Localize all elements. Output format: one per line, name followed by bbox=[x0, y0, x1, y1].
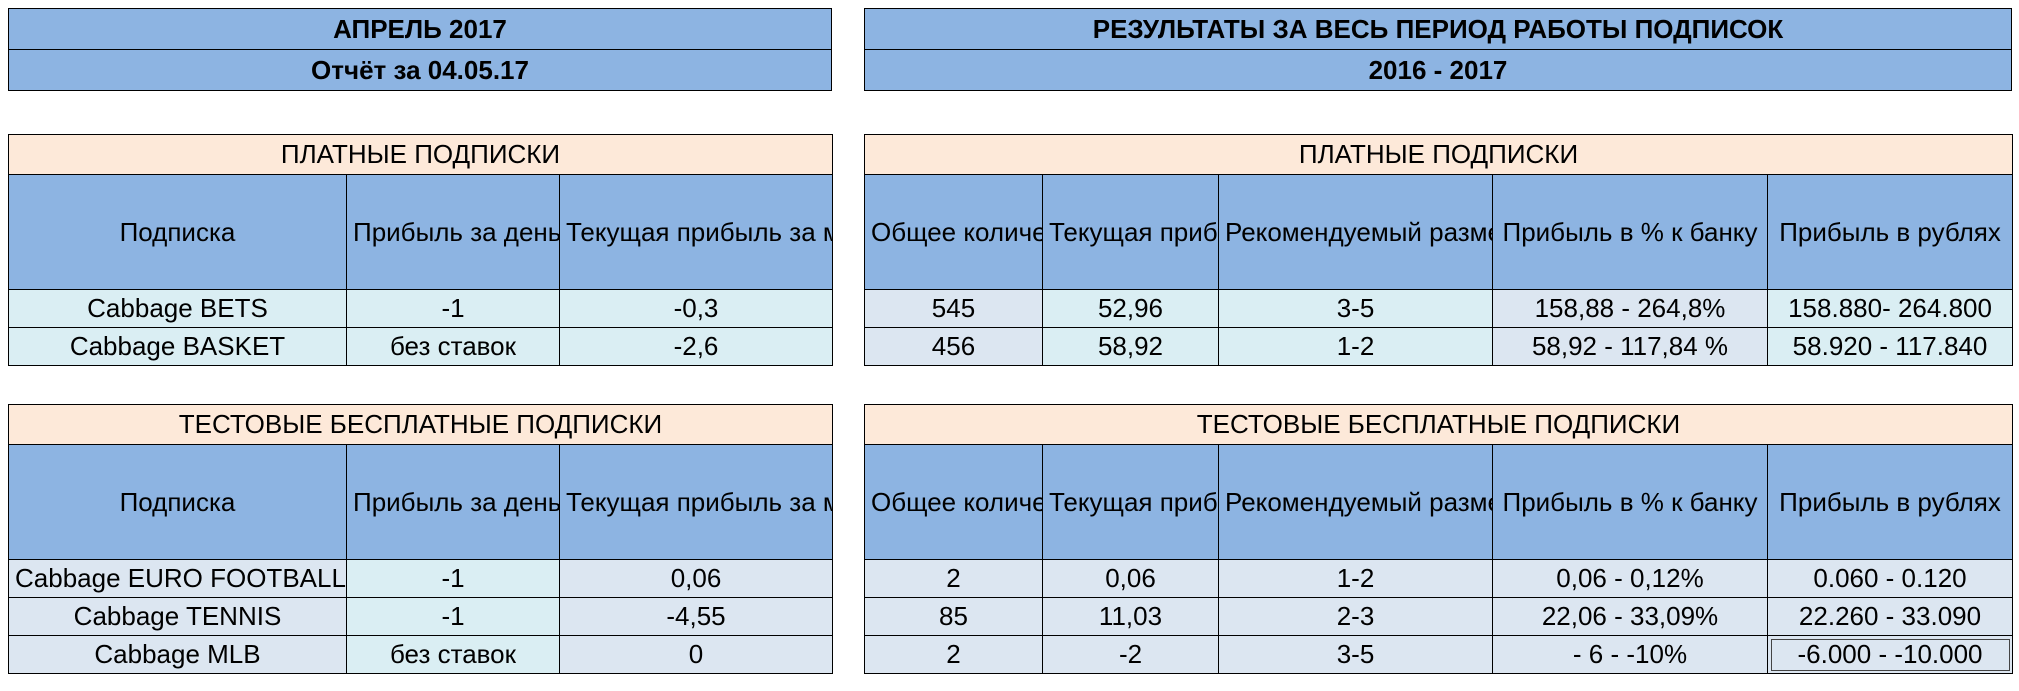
profit-rub: 22.260 - 33.090 bbox=[1766, 597, 2014, 636]
col-current-units: Текущая прибыль в юнитах bbox=[1042, 174, 1219, 290]
col-total-forecasts: Общее количество прогнозов bbox=[864, 444, 1043, 560]
day-profit: -1 bbox=[346, 289, 560, 328]
free-daily-table: ТЕСТОВЫЕ БЕСПЛАТНЫЕ ПОДПИСКИ Подписка Пр… bbox=[7, 404, 834, 674]
current-units: 58,92 bbox=[1042, 327, 1219, 366]
free-period-table: ТЕСТОВЫЕ БЕСПЛАТНЫЕ ПОДПИСКИ Общее колич… bbox=[863, 404, 2014, 674]
paid-daily-table: ПЛАТНЫЕ ПОДПИСКИ Подписка Прибыль за ден… bbox=[7, 134, 834, 366]
col-month-profit: Текущая прибыль за месяц в юнитах (1-4 м… bbox=[558, 444, 834, 560]
table-row: 2 -2 3-5 - 6 - -10% -6.000 - -10.000 bbox=[864, 635, 2014, 674]
total-forecasts: 2 bbox=[864, 559, 1043, 598]
recommended-stake: 1-2 bbox=[1218, 327, 1493, 366]
current-units: 11,03 bbox=[1042, 597, 1219, 636]
recommended-stake: 2-3 bbox=[1218, 597, 1493, 636]
profit-pct: 0,06 - 0,12% bbox=[1492, 559, 1768, 598]
total-forecasts: 545 bbox=[864, 289, 1043, 328]
table-row: 545 52,96 3-5 158,88 - 264,8% 158.880- 2… bbox=[864, 289, 2014, 328]
month-profit: -0,3 bbox=[558, 289, 834, 328]
day-profit: без ставок bbox=[346, 327, 560, 366]
month-profit: -2,6 bbox=[558, 327, 834, 366]
col-subscription: Подписка bbox=[8, 174, 347, 290]
col-profit-pct: Прибыль в % к банку bbox=[1492, 444, 1768, 560]
table-row: Cabbage BETS -1 -0,3 bbox=[8, 289, 834, 328]
col-profit-pct: Прибыль в % к банку bbox=[1492, 174, 1768, 290]
recommended-stake: 1-2 bbox=[1218, 559, 1493, 598]
table-row: Cabbage MLB без ставок 0 bbox=[8, 635, 834, 674]
table-row: Cabbage BASKET без ставок -2,6 bbox=[8, 327, 834, 366]
current-units: 52,96 bbox=[1042, 289, 1219, 328]
profit-pct: - 6 - -10% bbox=[1492, 635, 1768, 674]
col-profit-rub: Прибыль в рублях bbox=[1766, 174, 2014, 290]
paid-period-section-title: ПЛАТНЫЕ ПОДПИСКИ bbox=[863, 134, 2014, 175]
profit-rub: -6.000 - -10.000 bbox=[1766, 635, 2014, 674]
col-subscription: Подписка bbox=[8, 444, 347, 560]
total-forecasts: 85 bbox=[864, 597, 1043, 636]
month-profit: 0 bbox=[558, 635, 834, 674]
col-total-forecasts: Общее количество прогнозов bbox=[864, 174, 1043, 290]
profit-rub: 158.880- 264.800 bbox=[1766, 289, 2014, 328]
month-profit: 0,06 bbox=[558, 559, 834, 598]
day-profit: -1 bbox=[346, 597, 560, 636]
paid-period-table: ПЛАТНЫЕ ПОДПИСКИ Общее количество прогно… bbox=[863, 134, 2014, 366]
table-row: 2 0,06 1-2 0,06 - 0,12% 0.060 - 0.120 bbox=[864, 559, 2014, 598]
recommended-stake: 3-5 bbox=[1218, 635, 1493, 674]
table-row: 456 58,92 1-2 58,92 - 117,84 % 58.920 - … bbox=[864, 327, 2014, 366]
subscription-name: Cabbage MLB bbox=[8, 635, 347, 674]
subscription-name: Cabbage BASKET bbox=[8, 327, 347, 366]
col-recommended-stake: Рекомендуемый размер ставки в % от банка bbox=[1218, 444, 1493, 560]
right-header-table: РЕЗУЛЬТАТЫ ЗА ВЕСЬ ПЕРИОД РАБОТЫ ПОДПИСО… bbox=[864, 8, 2012, 91]
current-units: 0,06 bbox=[1042, 559, 1219, 598]
profit-rub: 58.920 - 117.840 bbox=[1766, 327, 2014, 366]
profit-pct: 158,88 - 264,8% bbox=[1492, 289, 1768, 328]
subscription-name: Cabbage EURO FOOTBALL bbox=[8, 559, 347, 598]
profit-pct: 58,92 - 117,84 % bbox=[1492, 327, 1768, 366]
subscription-name: Cabbage TENNIS bbox=[8, 597, 347, 636]
free-period-section-title: ТЕСТОВЫЕ БЕСПЛАТНЫЕ ПОДПИСКИ bbox=[863, 404, 2014, 445]
free-section-title: ТЕСТОВЫЕ БЕСПЛАТНЫЕ ПОДПИСКИ bbox=[7, 404, 834, 445]
col-recommended-stake: Рекомендуемый размер ставки в % от банка bbox=[1218, 174, 1493, 290]
table-row: 85 11,03 2-3 22,06 - 33,09% 22.260 - 33.… bbox=[864, 597, 2014, 636]
report-date: Отчёт за 04.05.17 bbox=[8, 49, 832, 91]
subscription-name: Cabbage BETS bbox=[8, 289, 347, 328]
current-units: -2 bbox=[1042, 635, 1219, 674]
total-forecasts: 2 bbox=[864, 635, 1043, 674]
paid-section-title: ПЛАТНЫЕ ПОДПИСКИ bbox=[7, 134, 834, 175]
left-header-table: АПРЕЛЬ 2017 Отчёт за 04.05.17 bbox=[8, 8, 832, 91]
month-title: АПРЕЛЬ 2017 bbox=[8, 8, 832, 50]
total-forecasts: 456 bbox=[864, 327, 1043, 366]
table-row: Cabbage EURO FOOTBALL -1 0,06 bbox=[8, 559, 834, 598]
table-row: Cabbage TENNIS -1 -4,55 bbox=[8, 597, 834, 636]
col-profit-rub: Прибыль в рублях bbox=[1766, 444, 2014, 560]
col-day-profit: Прибыль за день в юнитах bbox=[346, 444, 560, 560]
recommended-stake: 3-5 bbox=[1218, 289, 1493, 328]
period-range: 2016 - 2017 bbox=[864, 49, 2012, 91]
day-profit: -1 bbox=[346, 559, 560, 598]
period-results-title: РЕЗУЛЬТАТЫ ЗА ВЕСЬ ПЕРИОД РАБОТЫ ПОДПИСО… bbox=[864, 8, 2012, 50]
month-profit: -4,55 bbox=[558, 597, 834, 636]
day-profit: без ставок bbox=[346, 635, 560, 674]
profit-rub: 0.060 - 0.120 bbox=[1766, 559, 2014, 598]
col-current-units: Текущая прибыль в юнитах bbox=[1042, 444, 1219, 560]
col-day-profit: Прибыль за день в юнитах bbox=[346, 174, 560, 290]
profit-pct: 22,06 - 33,09% bbox=[1492, 597, 1768, 636]
col-month-profit: Текущая прибыль за месяц в юнитах (1-4 м… bbox=[558, 174, 834, 290]
